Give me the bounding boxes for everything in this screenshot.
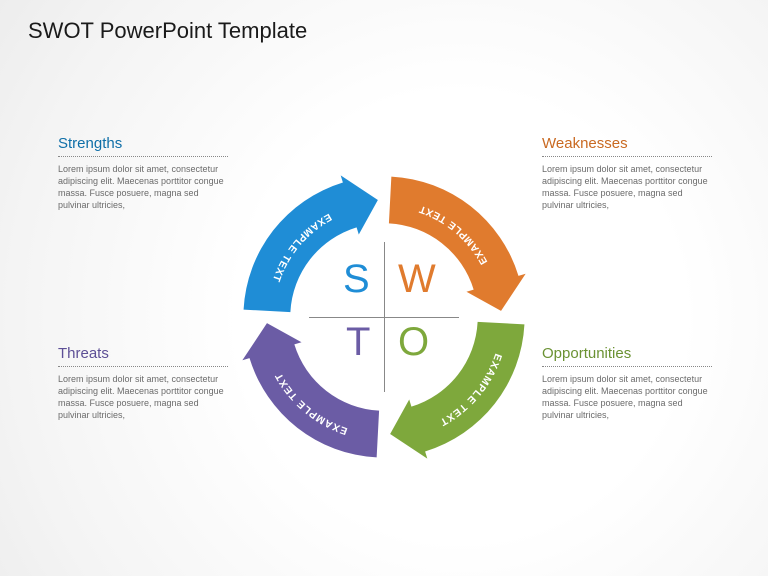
body-weaknesses: Lorem ipsum dolor sit amet, consectetur … [542, 163, 712, 212]
slide-title: SWOT PowerPoint Template [28, 18, 307, 44]
textbox-weaknesses: Weaknesses Lorem ipsum dolor sit amet, c… [542, 135, 712, 212]
heading-weaknesses: Weaknesses [542, 135, 712, 157]
cross-vertical [384, 242, 385, 392]
body-opportunities: Lorem ipsum dolor sit amet, consectetur … [542, 373, 712, 422]
textbox-threats: Threats Lorem ipsum dolor sit amet, cons… [58, 345, 228, 422]
heading-threats: Threats [58, 345, 228, 367]
letter-o: O [398, 320, 429, 365]
body-threats: Lorem ipsum dolor sit amet, consectetur … [58, 373, 228, 422]
textbox-strengths: Strengths Lorem ipsum dolor sit amet, co… [58, 135, 228, 212]
letter-w: W [398, 257, 436, 302]
heading-strengths: Strengths [58, 135, 228, 157]
textbox-opportunities: Opportunities Lorem ipsum dolor sit amet… [542, 345, 712, 422]
letter-t: T [346, 320, 370, 365]
heading-opportunities: Opportunities [542, 345, 712, 367]
body-strengths: Lorem ipsum dolor sit amet, consectetur … [58, 163, 228, 212]
letter-s: S [343, 257, 370, 302]
